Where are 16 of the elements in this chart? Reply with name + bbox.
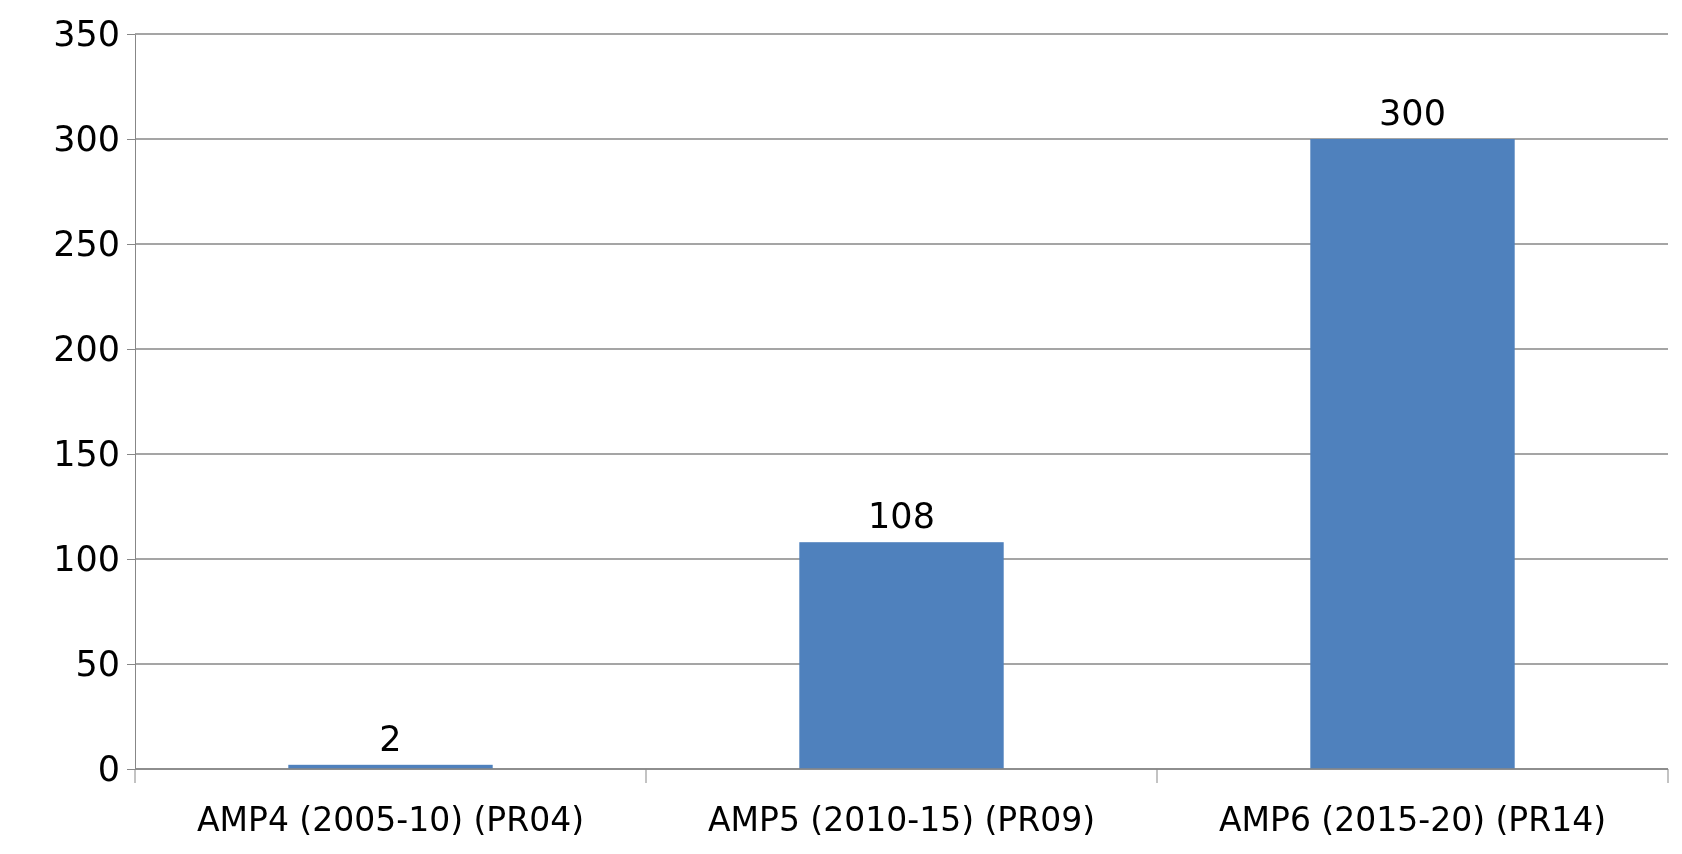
- x-tick-label: AMP4 (2005-10) (PR04): [196, 800, 585, 839]
- y-tick-label: 250: [53, 223, 120, 264]
- bar: [799, 542, 1004, 769]
- y-tick-label: 150: [53, 433, 120, 474]
- data-label: 108: [868, 496, 935, 537]
- x-tick-label: AMP6 (2015-20) (PR14): [1218, 800, 1607, 839]
- bar: [1310, 139, 1515, 769]
- y-tick-label: 300: [53, 118, 120, 159]
- y-tick-label: 50: [75, 643, 120, 684]
- y-tick-label: 200: [53, 328, 120, 369]
- data-label: 300: [1379, 93, 1446, 133]
- x-tick-label: AMP5 (2010-15) (PR09): [707, 800, 1096, 839]
- data-label: 2: [379, 718, 402, 759]
- y-tick-label: 0: [97, 748, 120, 789]
- y-tick-label: 350: [53, 13, 120, 54]
- y-tick-label: 100: [53, 538, 120, 579]
